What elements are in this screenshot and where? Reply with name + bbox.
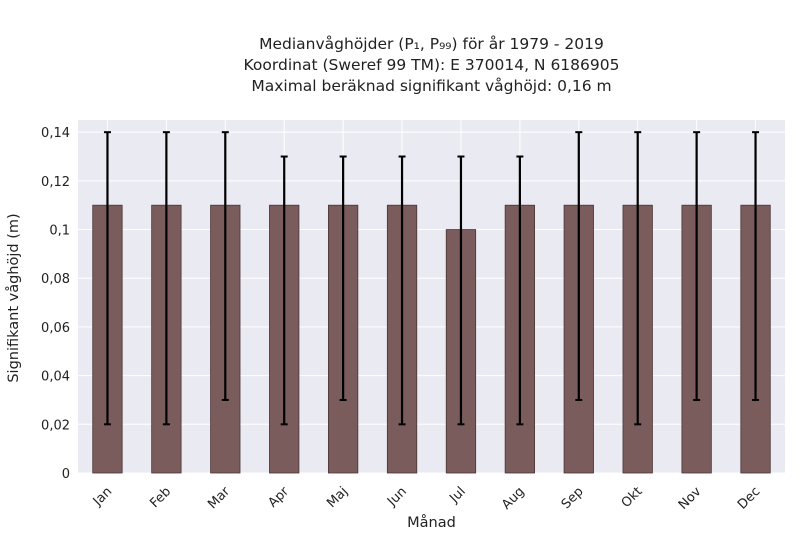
chart-title-line-2: Koordinat (Sweref 99 TM): E 370014, N 61…	[243, 56, 620, 74]
y-tick-label: 0,04	[41, 370, 70, 385]
x-tick-label: Jan	[90, 484, 115, 509]
x-axis-label: Månad	[407, 515, 456, 531]
plot-area	[78, 120, 785, 473]
x-tick-label: Jun	[384, 484, 410, 510]
chart-title-line-3: Maximal beräknad signifikant våghöjd: 0,…	[251, 77, 612, 95]
chart-title: Medianvåghöjder (P₁, P₉₉) för år 1979 - …	[78, 34, 785, 97]
x-tick-label: Sep	[559, 484, 587, 512]
y-tick-label: 0,1	[49, 224, 70, 239]
x-tick-label: Aug	[499, 484, 528, 513]
x-tick-label: Mar	[205, 484, 233, 512]
x-tick-label: Apr	[266, 484, 293, 511]
x-tick-label: Okt	[619, 484, 646, 511]
error-bars	[103, 131, 760, 426]
y-tick-label: 0,14	[41, 126, 70, 141]
y-tick-label: 0,02	[41, 418, 70, 433]
x-tick-label: Jul	[446, 484, 468, 506]
x-tick-label: Dec	[735, 484, 763, 512]
y-tick-label: 0	[62, 467, 70, 482]
x-tick-labels: Jan Feb Mar Apr Maj Jun Jul Aug Sep Okt Nov Dec	[90, 484, 764, 513]
x-tick-label: Nov	[676, 484, 705, 513]
y-tick-label: 0,06	[41, 321, 70, 336]
chart-title-line-1: Medianvåghöjder (P₁, P₉₉) för år 1979 - …	[259, 35, 604, 53]
y-tick-label: 0,12	[41, 175, 70, 190]
x-tick-label: Maj	[324, 484, 351, 511]
y-axis-label: Signifikant våghöjd (m)	[6, 213, 22, 383]
y-tick-label: 0,08	[41, 272, 70, 287]
x-tick-label: Feb	[147, 484, 174, 511]
y-tick-labels: 0 0,02 0,04 0,06 0,08 0,1 0,12 0,14	[41, 126, 70, 482]
